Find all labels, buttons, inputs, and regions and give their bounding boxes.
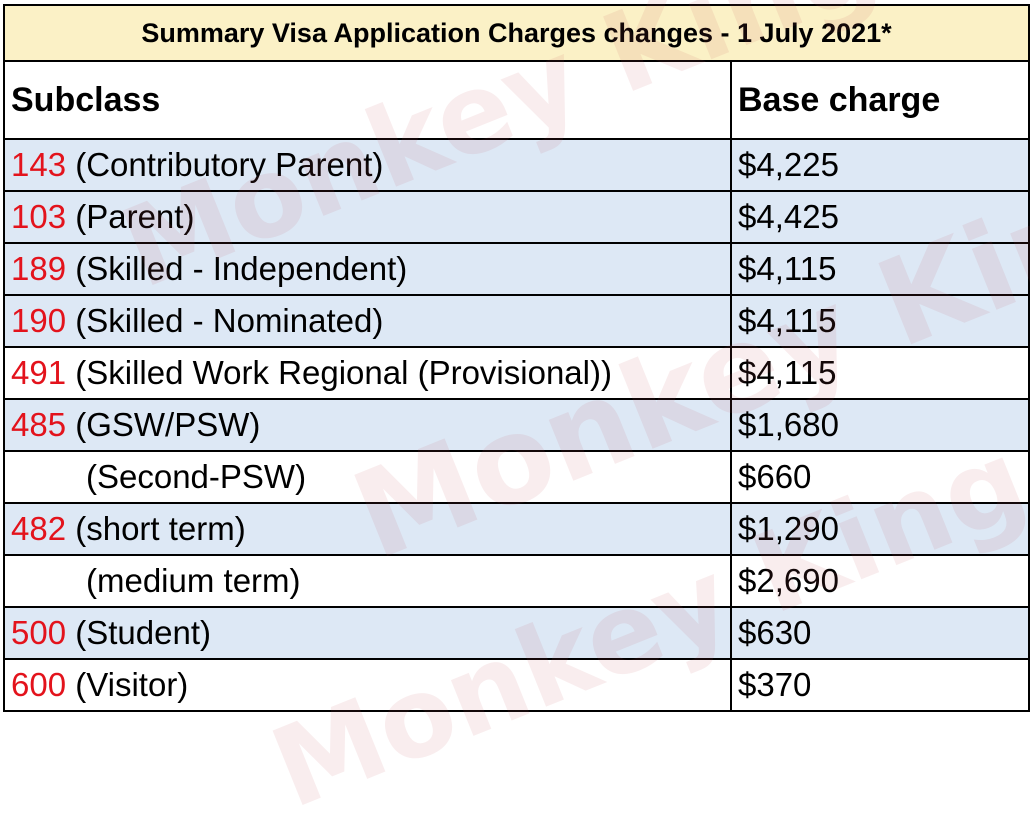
charge-cell: $370 bbox=[730, 658, 1030, 712]
subclass-name: (Visitor) bbox=[75, 666, 189, 703]
title-row: Summary Visa Application Charges changes… bbox=[3, 4, 1030, 62]
subclass-code: 482 bbox=[11, 510, 67, 547]
charge-cell: $4,115 bbox=[730, 294, 1030, 348]
subclass-code: 190 bbox=[11, 302, 67, 339]
charge-cell: $2,690 bbox=[730, 554, 1030, 608]
subclass-name: (Skilled Work Regional (Provisional)) bbox=[75, 354, 612, 391]
header-base-charge: Base charge bbox=[730, 60, 1030, 140]
charge-cell: $630 bbox=[730, 606, 1030, 660]
subclass-code: 143 bbox=[11, 146, 67, 183]
subclass-code: 189 bbox=[11, 250, 67, 287]
subclass-name: (Second-PSW) bbox=[86, 458, 307, 495]
table-row: 600 (Visitor) $370 bbox=[3, 658, 1030, 712]
subclass-name: (short term) bbox=[75, 510, 246, 547]
subclass-cell: 482 (short term) bbox=[3, 502, 732, 556]
subclass-cell: 485 (GSW/PSW) bbox=[3, 398, 732, 452]
charge-cell: $4,115 bbox=[730, 346, 1030, 400]
subclass-cell: 500 (Student) bbox=[3, 606, 732, 660]
subclass-cell: 103 (Parent) bbox=[3, 190, 732, 244]
subclass-cell: 600 (Visitor) bbox=[3, 658, 732, 712]
subclass-cell: (medium term) bbox=[3, 554, 732, 608]
subclass-name: (GSW/PSW) bbox=[75, 406, 261, 443]
table-title: Summary Visa Application Charges changes… bbox=[3, 4, 1030, 62]
subclass-name: (Student) bbox=[75, 614, 211, 651]
table-row: 143 (Contributory Parent) $4,225 bbox=[3, 138, 1030, 192]
table-row: 189 (Skilled - Independent) $4,115 bbox=[3, 242, 1030, 296]
subclass-cell: 190 (Skilled - Nominated) bbox=[3, 294, 732, 348]
charge-cell: $4,225 bbox=[730, 138, 1030, 192]
charge-cell: $660 bbox=[730, 450, 1030, 504]
subclass-cell: 143 (Contributory Parent) bbox=[3, 138, 732, 192]
table-row: (medium term) $2,690 bbox=[3, 554, 1030, 608]
charge-cell: $1,290 bbox=[730, 502, 1030, 556]
charge-cell: $1,680 bbox=[730, 398, 1030, 452]
table-row: 482 (short term) $1,290 bbox=[3, 502, 1030, 556]
subclass-code: 500 bbox=[11, 614, 67, 651]
subclass-name: (medium term) bbox=[86, 562, 301, 599]
table-row: 103 (Parent) $4,425 bbox=[3, 190, 1030, 244]
table-row: 190 (Skilled - Nominated) $4,115 bbox=[3, 294, 1030, 348]
document-page: Summary Visa Application Charges changes… bbox=[3, 0, 1030, 833]
subclass-cell: 189 (Skilled - Independent) bbox=[3, 242, 732, 296]
header-subclass: Subclass bbox=[3, 60, 732, 140]
table-row: 491 (Skilled Work Regional (Provisional)… bbox=[3, 346, 1030, 400]
subclass-name: (Parent) bbox=[75, 198, 195, 235]
subclass-name: (Contributory Parent) bbox=[75, 146, 384, 183]
subclass-name: (Skilled - Nominated) bbox=[75, 302, 384, 339]
subclass-code: 103 bbox=[11, 198, 67, 235]
charge-cell: $4,115 bbox=[730, 242, 1030, 296]
visa-charges-table: Summary Visa Application Charges changes… bbox=[3, 4, 1030, 712]
charge-cell: $4,425 bbox=[730, 190, 1030, 244]
subclass-code: 600 bbox=[11, 666, 67, 703]
header-row: Subclass Base charge bbox=[3, 60, 1030, 140]
table-row: 500 (Student) $630 bbox=[3, 606, 1030, 660]
table-row: (Second-PSW) $660 bbox=[3, 450, 1030, 504]
table-row: 485 (GSW/PSW) $1,680 bbox=[3, 398, 1030, 452]
subclass-cell: (Second-PSW) bbox=[3, 450, 732, 504]
subclass-cell: 491 (Skilled Work Regional (Provisional)… bbox=[3, 346, 732, 400]
subclass-code: 485 bbox=[11, 406, 67, 443]
subclass-code: 491 bbox=[11, 354, 67, 391]
subclass-name: (Skilled - Independent) bbox=[75, 250, 408, 287]
